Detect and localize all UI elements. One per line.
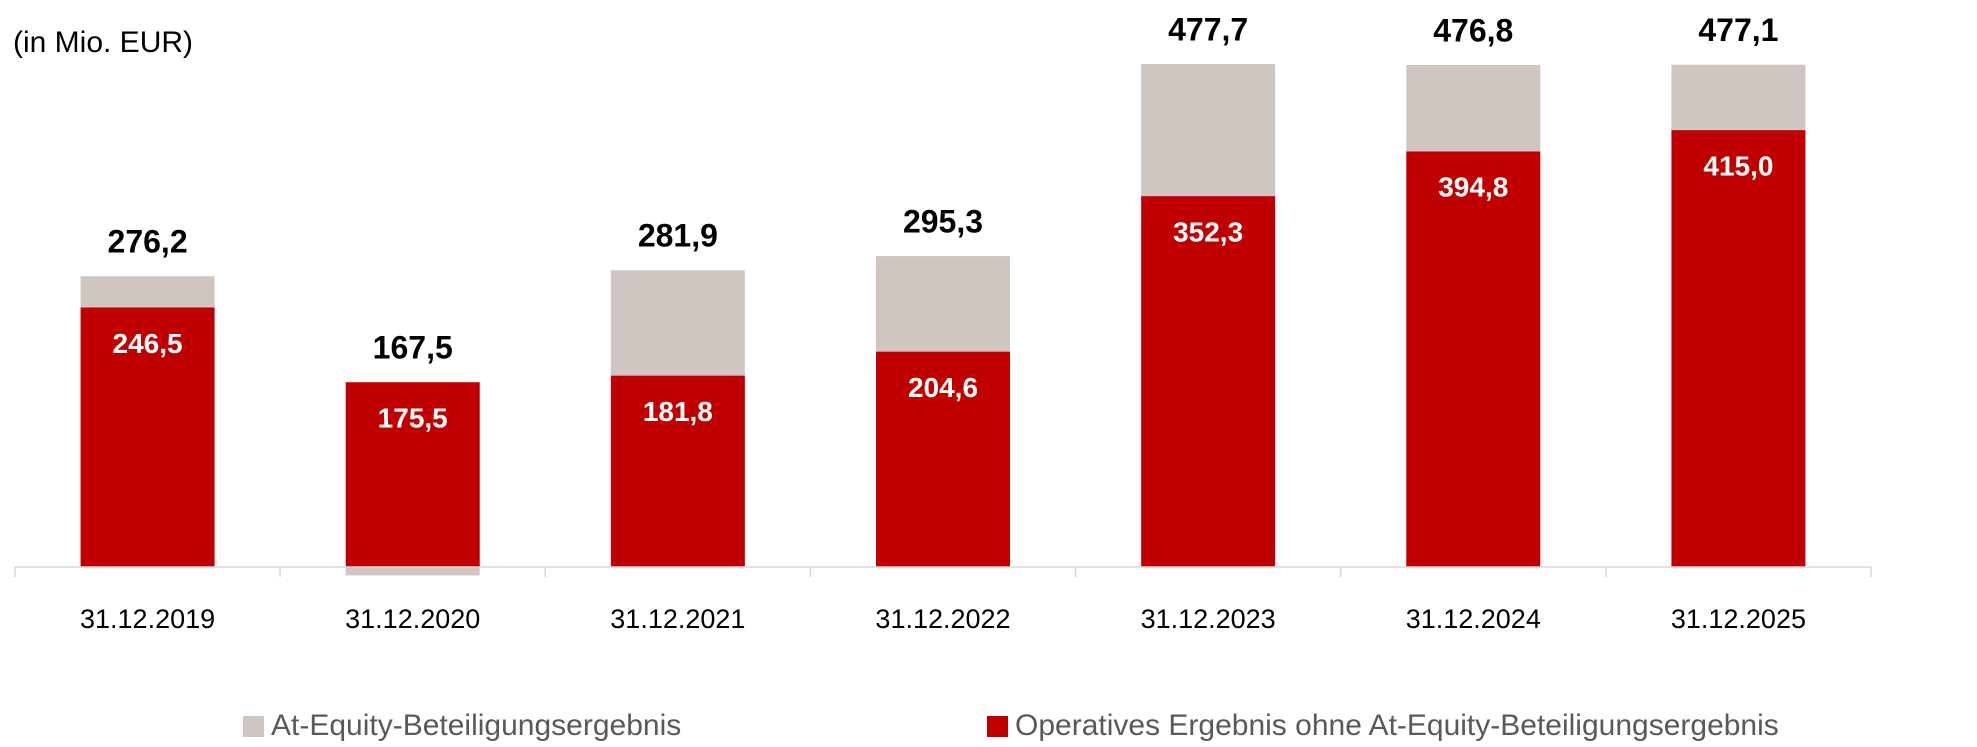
value-label: 415,0	[1703, 150, 1773, 181]
x-tick-label: 31.12.2021	[610, 604, 745, 634]
total-label: 477,7	[1168, 12, 1248, 48]
value-label: 394,8	[1438, 172, 1508, 203]
total-label: 295,3	[903, 204, 983, 240]
bar-segment	[876, 256, 1010, 352]
x-tick-label: 31.12.2020	[345, 604, 480, 634]
bar-segment	[1406, 65, 1541, 152]
total-label: 276,2	[108, 224, 188, 260]
bar-segment	[1406, 151, 1541, 567]
bar-segment	[1671, 130, 1806, 567]
bar-segment	[876, 351, 1010, 567]
value-label: 204,6	[908, 372, 978, 403]
x-tick-label: 31.12.2024	[1406, 604, 1541, 634]
legend-label: At-Equity-Beteiligungsergebnis	[271, 709, 681, 742]
bar-segment	[345, 567, 480, 576]
bar-segment	[1671, 64, 1806, 131]
bar-segment	[80, 276, 215, 308]
bar-segment	[610, 270, 745, 376]
legend-swatch	[987, 716, 1008, 737]
legend-label: Operatives Ergebnis ohne At-Equity-Betei…	[1015, 709, 1779, 742]
x-tick-label: 31.12.2022	[875, 604, 1010, 634]
total-label: 476,8	[1433, 12, 1513, 48]
bar-segment	[1141, 64, 1276, 197]
x-tick-label: 31.12.2019	[80, 604, 215, 634]
total-label: 477,1	[1698, 12, 1778, 48]
bar-segment	[80, 307, 215, 567]
x-tick-label: 31.12.2023	[1141, 604, 1276, 634]
value-label: 352,3	[1173, 216, 1243, 247]
bar-segment	[345, 382, 480, 567]
value-label: 246,5	[113, 328, 183, 359]
value-label: 181,8	[643, 396, 713, 427]
total-label: 167,5	[373, 330, 453, 366]
unit-label: (in Mio. EUR)	[13, 26, 193, 59]
bar-segment	[1141, 196, 1276, 567]
value-label: 175,5	[378, 403, 448, 434]
bar-segment	[610, 375, 745, 567]
total-label: 281,9	[638, 218, 718, 254]
legend-swatch	[243, 716, 264, 737]
x-tick-label: 31.12.2025	[1671, 604, 1806, 634]
